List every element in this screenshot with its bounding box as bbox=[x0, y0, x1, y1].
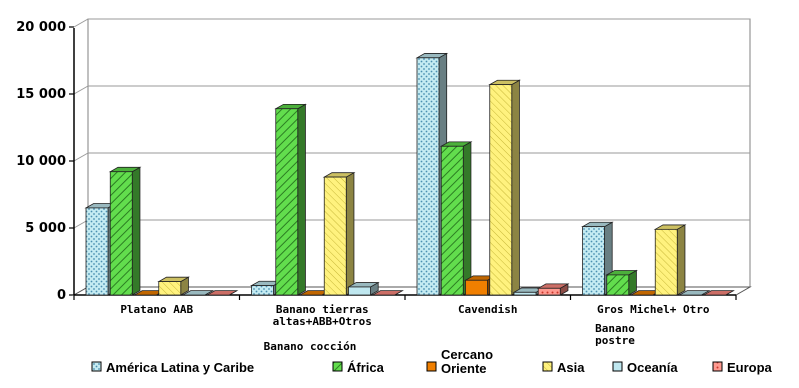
legend-swatch bbox=[612, 361, 623, 372]
bar-1-1 bbox=[274, 103, 307, 296]
group-label: Banano cocción bbox=[264, 340, 357, 353]
legend-swatch bbox=[542, 361, 553, 372]
bar-2-1 bbox=[439, 141, 473, 296]
legend-swatch bbox=[712, 361, 723, 372]
bar-3-1 bbox=[605, 269, 638, 296]
bar-3-4 bbox=[677, 290, 711, 296]
bar bbox=[85, 207, 109, 296]
bar-top bbox=[371, 290, 404, 296]
legend-label: África bbox=[347, 360, 385, 375]
gridline-depth bbox=[73, 85, 89, 95]
y-tick-label: 20 000 bbox=[16, 20, 66, 35]
bar-0-1 bbox=[108, 166, 142, 296]
bar-side bbox=[462, 141, 472, 296]
bar-side bbox=[297, 103, 306, 296]
bar bbox=[323, 176, 347, 296]
gridline-depth bbox=[73, 152, 89, 162]
legend-swatch bbox=[426, 361, 437, 372]
bar bbox=[489, 84, 513, 296]
legend-label: Asia bbox=[557, 360, 585, 375]
bars bbox=[84, 52, 735, 296]
y-tick-label: 15 000 bbox=[16, 87, 66, 102]
y-tick-label: 0 bbox=[57, 288, 66, 303]
group-label: postre bbox=[595, 334, 635, 347]
y-tick-label: 5 000 bbox=[25, 221, 66, 236]
bar-2-5 bbox=[536, 283, 570, 296]
bar-3-5 bbox=[702, 290, 735, 296]
x-category-label: Banano tierras bbox=[276, 303, 369, 316]
legend-label: Europa bbox=[727, 360, 773, 375]
legend-label: América Latina y Caribe bbox=[106, 360, 254, 375]
bar-2-3 bbox=[488, 79, 521, 296]
group-label: Banano bbox=[595, 322, 635, 335]
bar-top bbox=[205, 290, 239, 296]
bar-1-4 bbox=[346, 281, 380, 296]
x-category-label: Platano AAB bbox=[120, 303, 193, 316]
bar-top bbox=[702, 290, 735, 296]
legend-label: Oriente bbox=[441, 361, 487, 376]
bar bbox=[251, 285, 274, 296]
bar-top bbox=[181, 290, 215, 296]
bar-side bbox=[676, 224, 686, 296]
bar bbox=[158, 281, 182, 296]
bar-1-5 bbox=[371, 290, 404, 296]
axes: 20 000 15 000 10 000 5 000 0 bbox=[16, 20, 752, 303]
bar-top bbox=[677, 290, 711, 296]
legend-swatch bbox=[332, 361, 343, 372]
bar-0-4 bbox=[181, 290, 215, 296]
bar-side bbox=[131, 166, 141, 296]
bar-3-3 bbox=[653, 224, 687, 296]
gridline-depth bbox=[73, 18, 89, 28]
bar-side bbox=[345, 171, 355, 296]
bar bbox=[582, 226, 605, 296]
labels: Platano AAB Banano tierrasaltas+ABB+Otros… bbox=[120, 303, 710, 353]
bar-0-5 bbox=[205, 290, 239, 296]
legend-label: Cercano bbox=[441, 347, 493, 362]
bar bbox=[109, 171, 133, 296]
bar-1-3 bbox=[322, 171, 356, 296]
legend: América Latina y Caribe África CercanoOrie… bbox=[91, 347, 773, 376]
x-category-label: Cavendish bbox=[458, 303, 518, 316]
bar bbox=[654, 228, 678, 296]
bar bbox=[513, 291, 537, 296]
bar bbox=[537, 287, 561, 296]
bar-side bbox=[511, 79, 520, 296]
x-category-label: altas+ABB+Otros bbox=[273, 315, 372, 328]
legend-label: Oceanía bbox=[627, 360, 678, 375]
bar bbox=[440, 145, 464, 296]
x-category-label: Gros Michel+ Otro bbox=[597, 303, 710, 316]
bar bbox=[348, 286, 371, 296]
legend-swatch bbox=[91, 361, 102, 372]
bar bbox=[465, 279, 488, 296]
y-tick-label: 10 000 bbox=[16, 154, 66, 169]
bar bbox=[275, 108, 299, 296]
bar bbox=[416, 57, 440, 296]
grid bbox=[73, 18, 751, 296]
bar-0-3 bbox=[157, 276, 190, 296]
bar bbox=[606, 274, 630, 296]
